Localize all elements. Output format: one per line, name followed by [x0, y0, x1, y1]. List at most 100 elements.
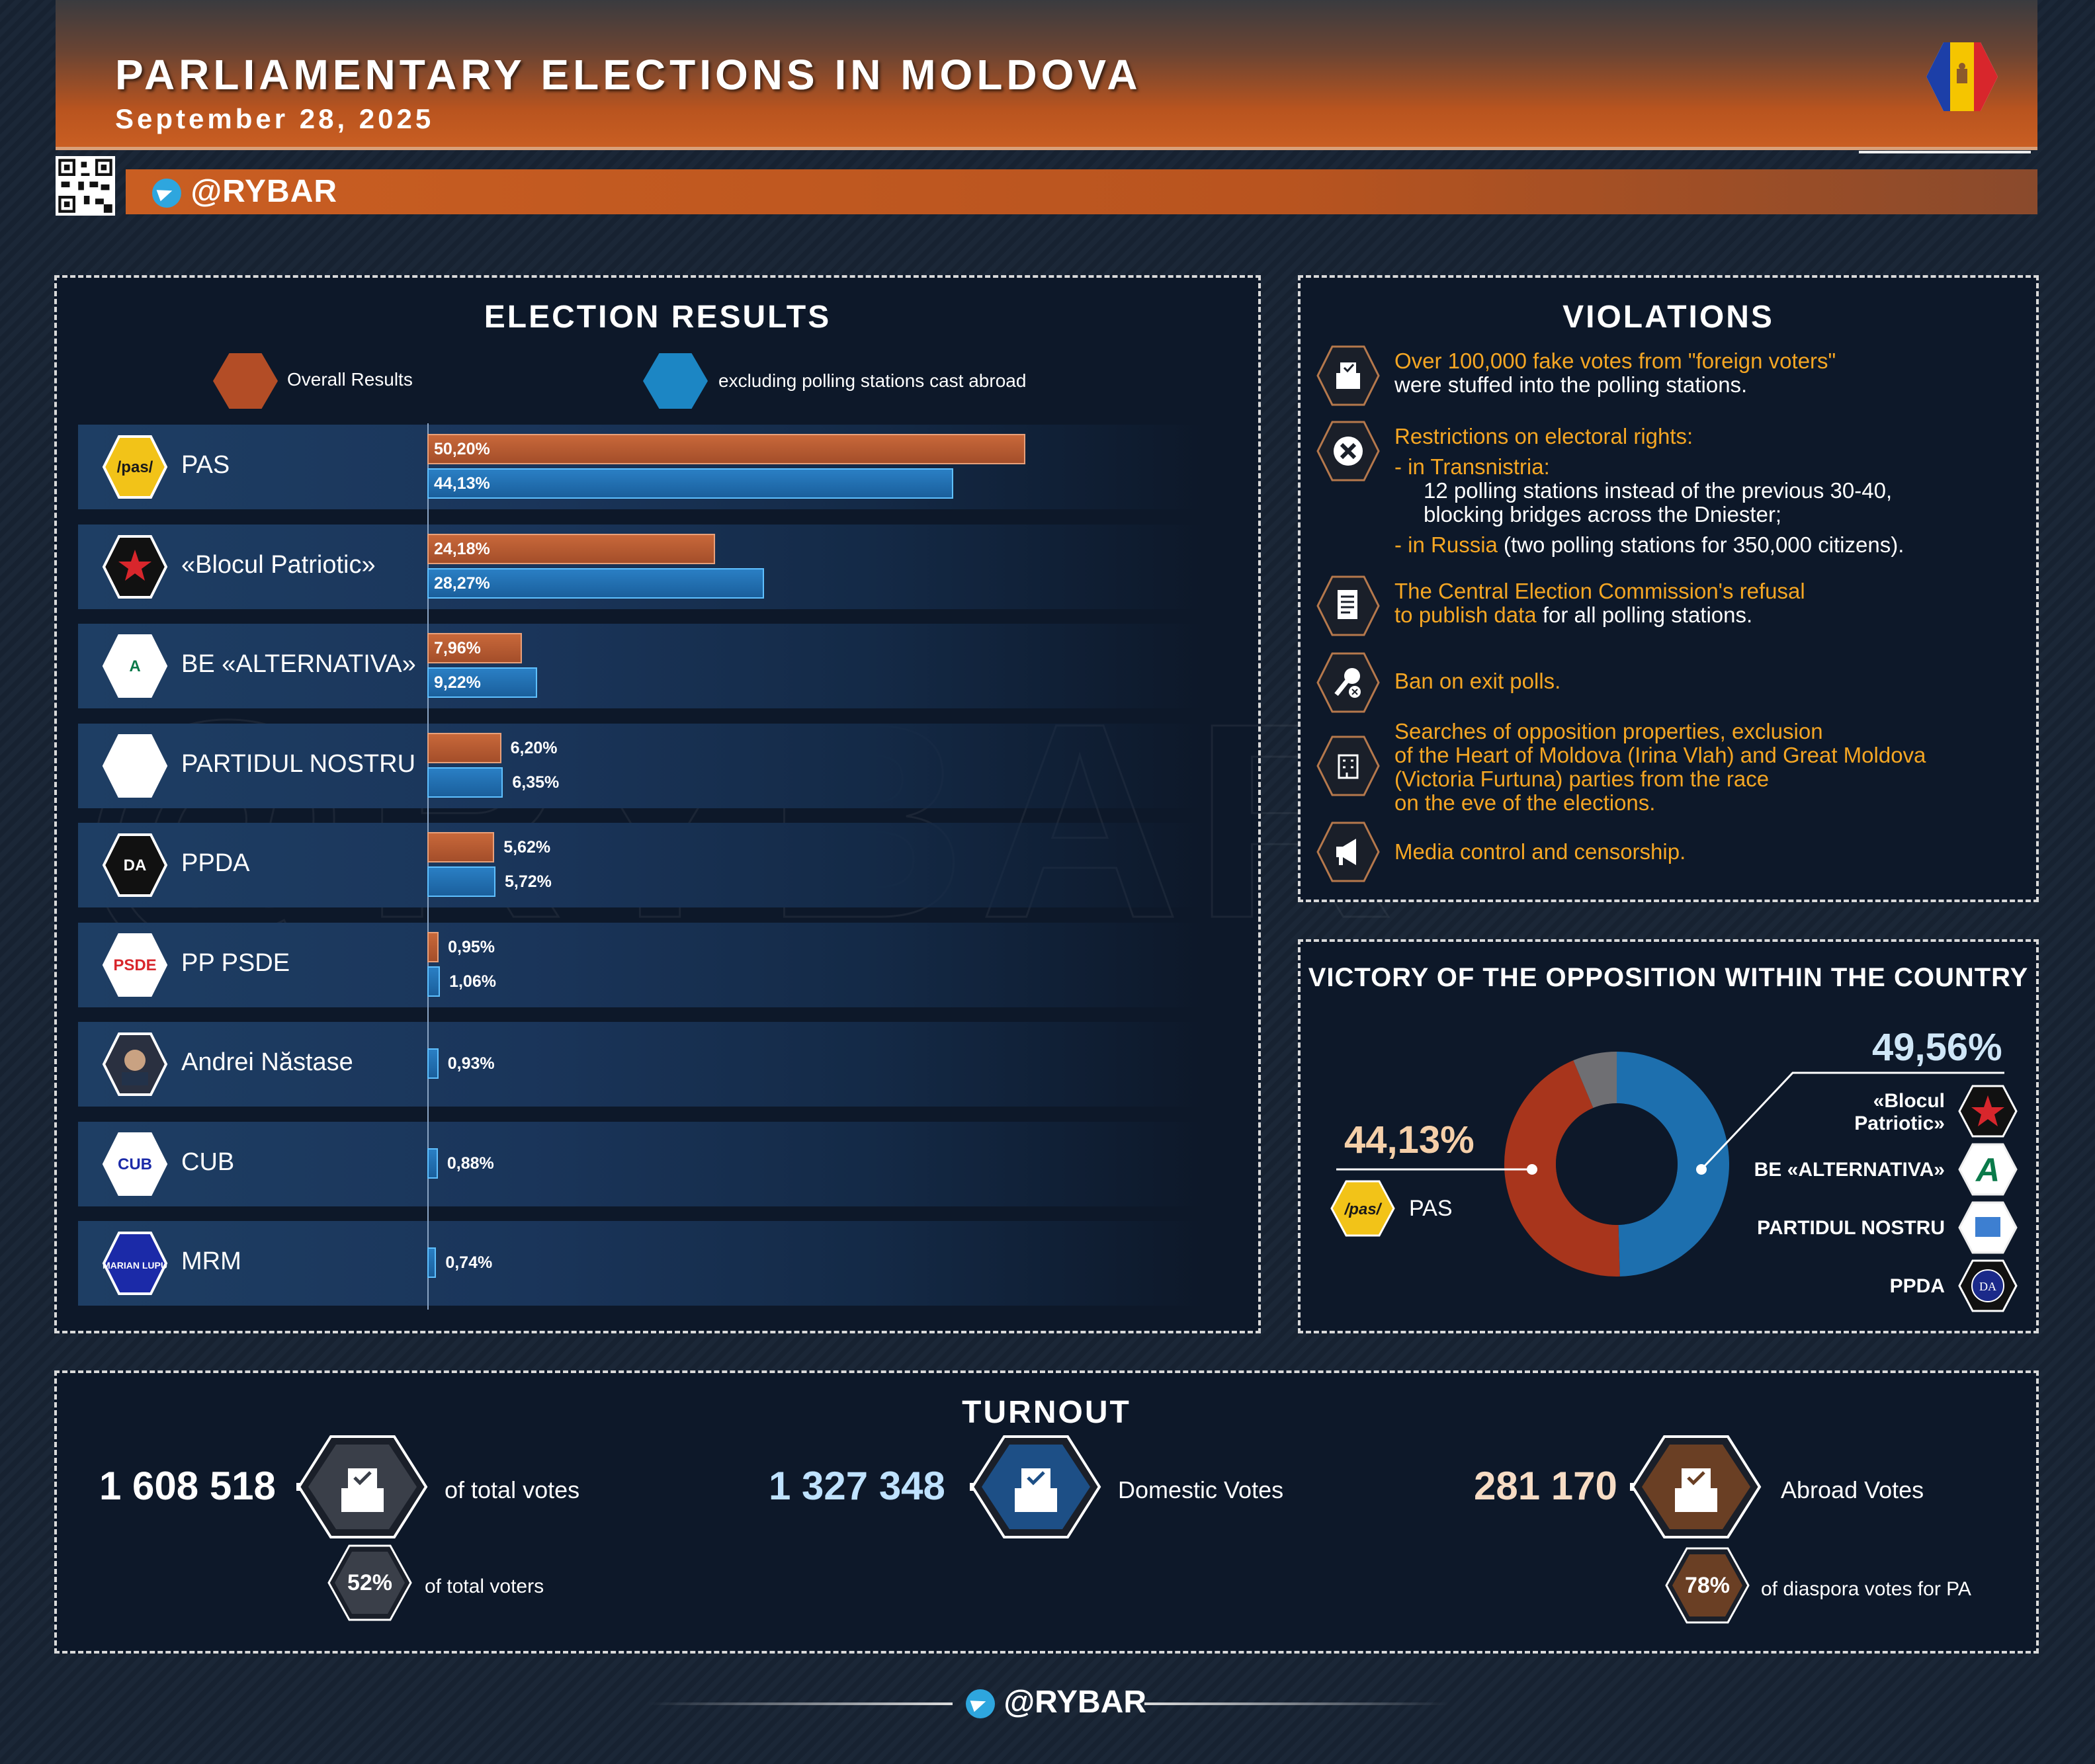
opposition-leader-dot [1696, 1164, 1707, 1175]
result-row: DA PPDA [78, 823, 1203, 907]
party-name: PAS [181, 451, 230, 479]
overall-bar-label: 0,95% [448, 937, 495, 956]
telegram-handle[interactable]: @RYBAR [152, 173, 337, 210]
violation-3-highlight: The Central Election Commission's refusa… [1394, 579, 1805, 603]
turnout-abroad-label: Abroad Votes [1781, 1476, 1924, 1503]
partidul-logo-icon [1958, 1201, 2018, 1254]
svg-text:DA: DA [1979, 1280, 1996, 1293]
violation-5-line-4: on the eve of the elections. [1394, 790, 1656, 815]
domestic-bar [427, 468, 953, 499]
overall-bar [427, 533, 716, 564]
violation-3-highlight2: to publish data [1394, 603, 1537, 627]
pas-leader-dot [1527, 1164, 1537, 1175]
header-divider [1859, 151, 2031, 153]
overall-bar [427, 931, 439, 962]
svg-text:PSDE: PSDE [113, 956, 156, 974]
domestic-bar [427, 866, 495, 897]
overall-bar-label: 5,62% [503, 838, 551, 857]
svg-text:MARIAN LUPU: MARIAN LUPU [103, 1260, 167, 1271]
party-logo-icon: /pas/ [102, 435, 168, 499]
domestic-bar-label: 0,93% [447, 1054, 495, 1073]
party-name: MRM [181, 1247, 241, 1275]
footer-line-left [648, 1702, 953, 1705]
violation-2-sub1-text2: blocking bridges across the Dniester; [1424, 502, 1782, 526]
domestic-bar [427, 1048, 439, 1079]
violation-3-text: for all polling stations. [1536, 603, 1753, 627]
party-name: PP PSDE [181, 948, 290, 977]
overall-bar [427, 832, 495, 862]
party-name: PARTIDUL NOSTRU [181, 749, 416, 778]
footer-handle-label: @RYBAR [1004, 1685, 1147, 1720]
qr-code-icon[interactable] [56, 156, 115, 216]
violation-2-sub1: - in Transnistria: [1394, 454, 1550, 479]
party-logo-icon [102, 534, 168, 599]
overall-bar [427, 732, 501, 763]
legend-overall-label: Overall Results [287, 369, 413, 390]
party-logo-icon: PSDE [102, 933, 168, 997]
ballot-box-icon [1316, 345, 1380, 406]
victory-label-blocul: «Blocul Patriotic» [1786, 1090, 1945, 1135]
svg-text:/pas/: /pas/ [117, 458, 153, 476]
overall-bar [427, 434, 1025, 464]
domestic-bar [427, 767, 503, 798]
turnout-total-label: of total votes [445, 1476, 580, 1503]
victory-title: VICTORY OF THE OPPOSITION WITHIN THE COU… [1308, 963, 2029, 992]
party-name: Andrei Năstase [181, 1048, 353, 1076]
victory-left-label: PAS [1409, 1196, 1453, 1221]
turnout-total-percent: 52% [347, 1570, 393, 1595]
party-logo-icon [102, 734, 168, 798]
party-name: BE «ALTERNATIVA» [181, 650, 416, 678]
violation-6: Media control and censorship. [1394, 839, 1686, 864]
victory-right-percent: 49,56% [1872, 1026, 2002, 1069]
svg-text:A: A [1975, 1152, 2000, 1189]
svg-text:/pas/: /pas/ [1344, 1200, 1383, 1218]
abroad-ballot-icon [1630, 1435, 1762, 1538]
svg-text:CUB: CUB [118, 1155, 152, 1173]
turnout-abroad-percent: 78% [1684, 1573, 1731, 1598]
turnout-total-number: 1 608 518 [99, 1464, 276, 1508]
victory-label-partidul: PARTIDUL NOSTRU [1757, 1217, 1945, 1239]
domestic-bar [427, 1148, 438, 1179]
victory-label-alternativa: BE «ALTERNATIVA» [1754, 1159, 1945, 1181]
party-logo-icon: MARIAN LUPU [102, 1232, 168, 1295]
legend-domestic-label: excluding polling stations cast abroad [718, 370, 1027, 391]
pas-logo-icon: /pas/ [1330, 1180, 1395, 1237]
turnout-domestic-number: 1 327 348 [769, 1464, 945, 1508]
results-title: ELECTION RESULTS [484, 300, 832, 335]
donut-pas-segment [1504, 1060, 1620, 1277]
total-pct-badge [327, 1544, 412, 1621]
alternativa-logo-icon: A [1958, 1143, 2018, 1196]
victory-label-blocul-2: Patriotic» [1854, 1113, 1945, 1134]
cross-icon [1316, 421, 1380, 482]
telegram-icon [152, 179, 181, 208]
violation-2-sub1-text: 12 polling stations instead of the previ… [1424, 478, 1893, 503]
footer-handle[interactable]: @RYBAR [966, 1684, 1146, 1720]
turnout-total-percent-label: of total voters [425, 1575, 544, 1597]
violation-5-line-2: of the Heart of Moldova (Irina Vlah) and… [1394, 743, 1926, 767]
violation-3: The Central Election Commission's refusa… [1394, 579, 1805, 627]
party-logo-icon: CUB [102, 1132, 168, 1196]
domestic-bar-label: 6,35% [512, 773, 560, 792]
result-row: PSDE PP PSDE [78, 922, 1203, 1007]
blocul-logo-icon [1958, 1085, 2018, 1138]
violation-1-text: were stuffed into the polling stations. [1394, 372, 1748, 397]
victory-label-blocul-1: «Blocul [1873, 1090, 1945, 1112]
domestic-bar-label: 0,74% [445, 1253, 493, 1272]
microphone-ban-icon [1316, 652, 1380, 713]
handle-banner [126, 169, 2037, 214]
party-name: «Blocul Patriotic» [181, 550, 376, 579]
turnout-domestic-label: Domestic Votes [1118, 1476, 1284, 1503]
donut-hole [1556, 1103, 1678, 1225]
violation-2-highlight: Restrictions on electoral rights: [1394, 424, 1693, 448]
svg-text:A: A [129, 657, 140, 675]
search-building-icon [1316, 735, 1380, 796]
document-icon [1316, 575, 1380, 636]
result-row: Andrei Năstase [78, 1022, 1203, 1107]
violation-5: Searches of opposition properties, exclu… [1394, 720, 1926, 815]
opposition-leader-line [1700, 1071, 2004, 1171]
party-name: CUB [181, 1148, 235, 1176]
victory-left-percent: 44,13% [1344, 1118, 1475, 1161]
violation-1-highlight: Over 100,000 fake votes from "foreign vo… [1394, 349, 1836, 373]
domestic-ballot-icon [970, 1435, 1101, 1538]
turnout-abroad-number: 281 170 [1474, 1464, 1617, 1508]
